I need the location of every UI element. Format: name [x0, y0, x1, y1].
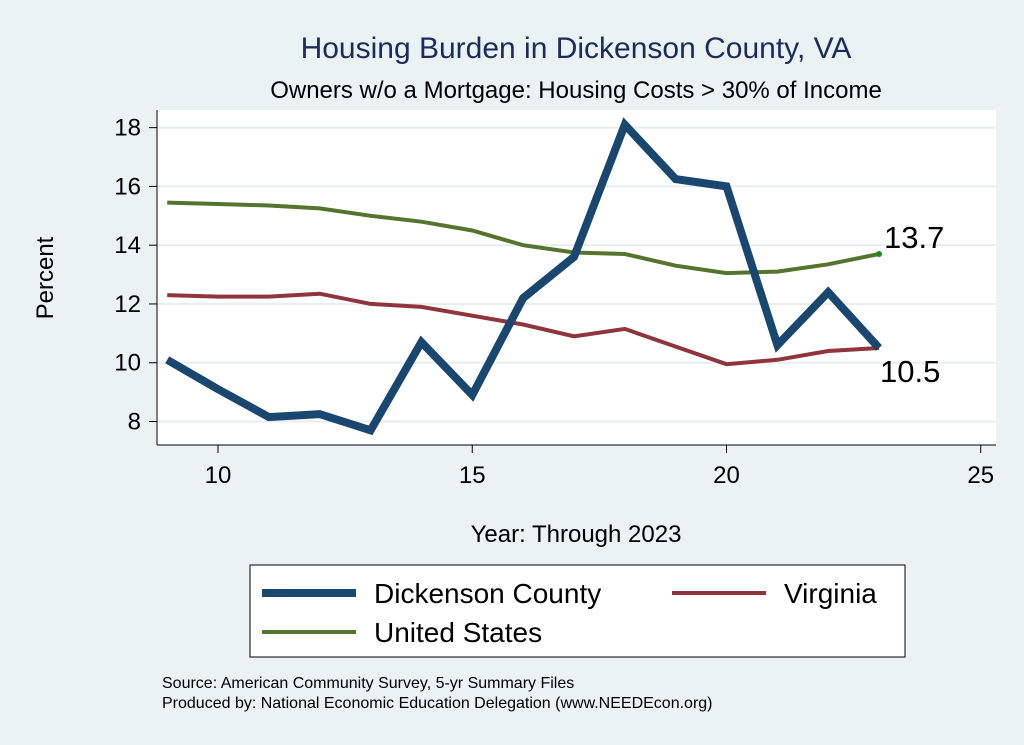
- y-axis-label: Percent: [32, 236, 59, 319]
- legend-label-us: United States: [374, 617, 542, 648]
- us-end-label: 13.7: [884, 220, 944, 255]
- x-tick-label-10: 10: [205, 462, 232, 489]
- x-tick-label-20: 20: [713, 462, 740, 489]
- legend-label-dickenson: Dickenson County: [374, 578, 601, 609]
- chart-subtitle: Owners w/o a Mortgage: Housing Costs > 3…: [270, 77, 882, 104]
- dickenson-county-line: [165, 117, 882, 436]
- plot-area: [157, 110, 996, 445]
- us-end-marker: [876, 250, 883, 257]
- x-tick-label-25: 25: [967, 462, 994, 489]
- y-tick-label-8: 8: [128, 408, 141, 435]
- united-states-line: [167, 200, 880, 276]
- axes: 8 10 12 14 16 18 10 15 20 25: [114, 110, 996, 489]
- y-tick-label-10: 10: [114, 350, 141, 377]
- gridlines: [157, 126, 996, 423]
- y-tick-label-16: 16: [114, 173, 141, 200]
- y-tick-label-12: 12: [114, 291, 141, 318]
- series-layer: [165, 117, 883, 436]
- legend: [249, 564, 906, 658]
- y-tick-label-18: 18: [114, 115, 141, 142]
- source-line-2: Produced by: National Economic Education…: [162, 695, 713, 712]
- virginia-line: [167, 291, 880, 367]
- source-line-1: Source: American Community Survey, 5-yr …: [162, 675, 574, 692]
- x-tick-label-15: 15: [459, 462, 486, 489]
- legend-label-virginia: Virginia: [784, 578, 877, 609]
- y-tick-label-14: 14: [114, 232, 141, 259]
- county-end-label: 10.5: [880, 354, 940, 389]
- x-axis-label: Year: Through 2023: [471, 521, 682, 548]
- chart-title: Housing Burden in Dickenson County, VA: [301, 32, 852, 65]
